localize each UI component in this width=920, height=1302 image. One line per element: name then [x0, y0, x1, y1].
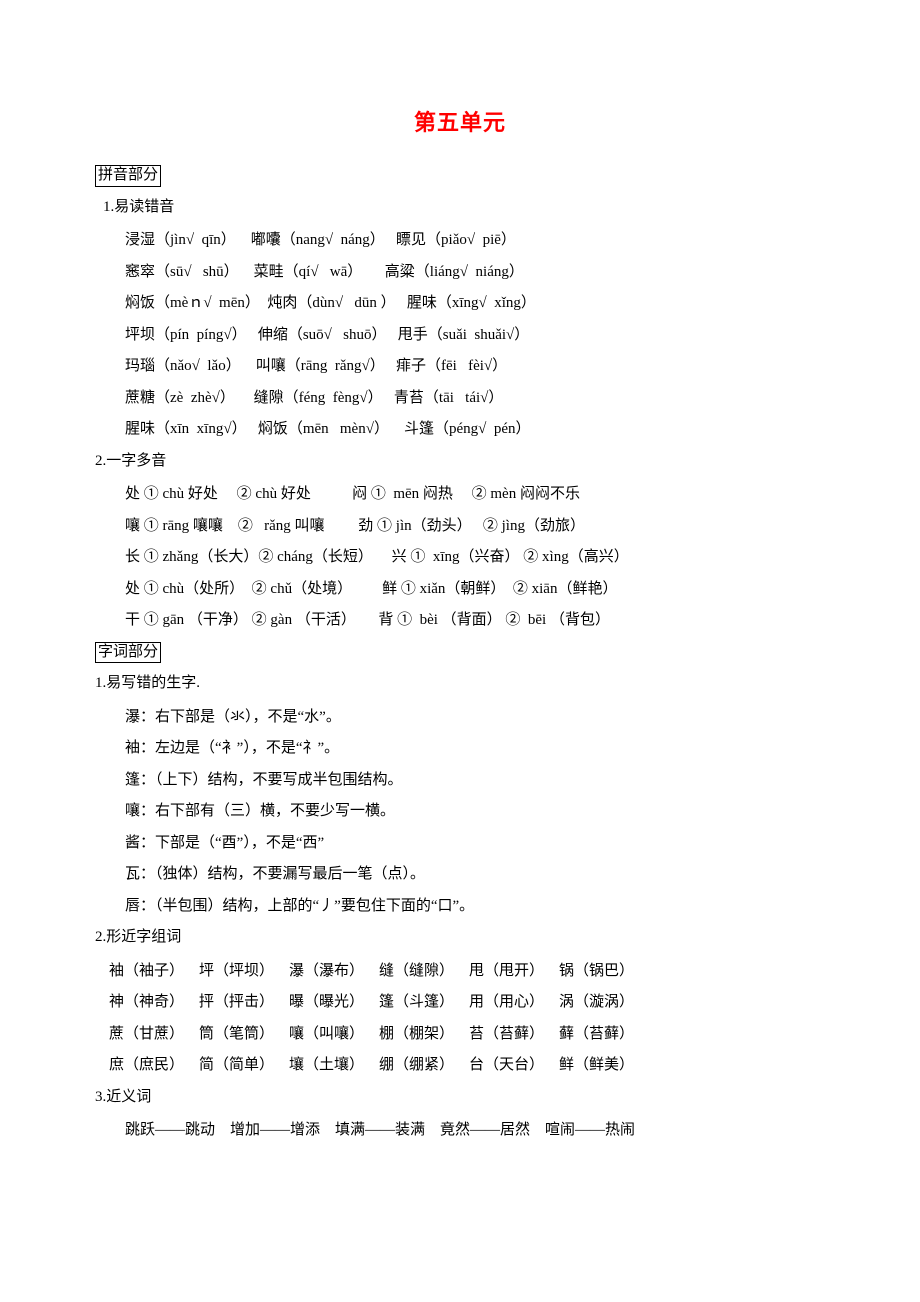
synonym-row: 跳跃——跳动 增加——增添 填满——装满 竟然——居然 喧闹——热闹	[95, 1115, 825, 1147]
zici-heading-2: 2.形近字组词	[95, 922, 825, 954]
note-row: 酱：下部是（“酉”），不是“西”	[125, 828, 825, 860]
document-page: 第五单元 拼音部分 1.易读错音 浸湿（jìn√ qīn） 嘟囔（nang√ n…	[0, 0, 920, 1207]
note-row: 篷：（上下）结构，不要写成半包围结构。	[125, 765, 825, 797]
zici-box: 字词部分	[95, 642, 161, 664]
pinyin-row: 浸湿（jìn√ qīn） 嘟囔（nang√ náng） 瞟见（piǎo√ piē…	[125, 225, 825, 257]
multi-row: 处 ① chù（处所） ② chǔ（处境） 鲜 ① xiǎn（朝鲜） ② xiā…	[125, 574, 825, 606]
multi-row: 干 ① gān （干净） ② gàn （干活） 背 ① bèi （背面） ② b…	[125, 605, 825, 637]
pinyin-row: 腥味（xīn xīng√） 焖饭（mēn mèn√） 斗篷（péng√ pén）	[125, 414, 825, 446]
zici-notes: 瀑：右下部是（氺），不是“水”。 袖：左边是（“衤”），不是“礻”。 篷：（上下…	[95, 702, 825, 923]
pinyin-heading-1: 1.易读错音	[95, 192, 825, 224]
unit-title: 第五单元	[95, 100, 825, 146]
pinyin-row: 蔗糖（zè zhè√） 缝隙（féng fèng√） 青苔（tāi tái√）	[125, 383, 825, 415]
zici-section-label: 字词部分	[95, 637, 825, 669]
note-row: 瀑：右下部是（氺），不是“水”。	[125, 702, 825, 734]
multi-rows: 处 ① chù 好处 ② chù 好处 闷 ① mēn 闷热 ② mèn 闷闷不…	[95, 479, 825, 637]
pinyin-row: 坪坝（pín píng√） 伸缩（suō√ shuō） 甩手（suǎi shuǎ…	[125, 320, 825, 352]
pinyin-row: 焖饭（mèｎ√ mēn） 炖肉（dùn√ dūn ） 腥味（xīng√ xǐng…	[125, 288, 825, 320]
note-row: 唇：（半包围）结构，上部的“丿”要包住下面的“口”。	[125, 891, 825, 923]
pair-row: 袖（袖子） 坪（坪坝） 瀑（瀑布） 缝（缝隙） 甩（甩开） 锅（锅巴）	[109, 956, 825, 988]
zici-heading-1: 1.易写错的生字.	[95, 668, 825, 700]
zici-heading-3: 3.近义词	[95, 1082, 825, 1114]
note-row: 嚷：右下部有（三）横，不要少写一横。	[125, 796, 825, 828]
pinyin-row: 玛瑙（nǎo√ lǎo） 叫嚷（rāng rǎng√） 痱子（fēi fèi√）	[125, 351, 825, 383]
pair-row: 蔗（甘蔗） 筒（笔筒） 嚷（叫嚷） 棚（棚架） 苔（苔藓） 藓（苔藓）	[109, 1019, 825, 1051]
note-row: 瓦：（独体）结构，不要漏写最后一笔（点）。	[125, 859, 825, 891]
multi-row: 长 ① zhǎng（长大）② cháng（长短） 兴 ① xīng（兴奋） ② …	[125, 542, 825, 574]
pinyin-heading-2: 2.一字多音	[95, 446, 825, 478]
multi-row: 处 ① chù 好处 ② chù 好处 闷 ① mēn 闷热 ② mèn 闷闷不…	[125, 479, 825, 511]
note-row: 袖：左边是（“衤”），不是“礻”。	[125, 733, 825, 765]
multi-row: 嚷 ① rāng 嚷嚷 ② rǎng 叫嚷 劲 ① jìn（劲头） ② jìng…	[125, 511, 825, 543]
syn-row: 跳跃——跳动 增加——增添 填满——装满 竟然——居然 喧闹——热闹	[125, 1115, 825, 1147]
pair-row: 神（神奇） 抨（抨击） 曝（曝光） 篷（斗篷） 用（用心） 涡（漩涡）	[109, 987, 825, 1019]
pair-row: 庶（庶民） 简（简单） 壤（土壤） 绷（绷紧） 台（天台） 鲜（鲜美）	[109, 1050, 825, 1082]
pairs-rows: 袖（袖子） 坪（坪坝） 瀑（瀑布） 缝（缝隙） 甩（甩开） 锅（锅巴） 神（神奇…	[95, 956, 825, 1082]
pinyin-section-label: 拼音部分	[95, 160, 825, 192]
pinyin-box: 拼音部分	[95, 165, 161, 187]
pinyin-row: 窸窣（sū√ shū） 菜畦（qí√ wā） 高粱（liáng√ niáng）	[125, 257, 825, 289]
pinyin-rows: 浸湿（jìn√ qīn） 嘟囔（nang√ náng） 瞟见（piǎo√ piē…	[95, 225, 825, 446]
